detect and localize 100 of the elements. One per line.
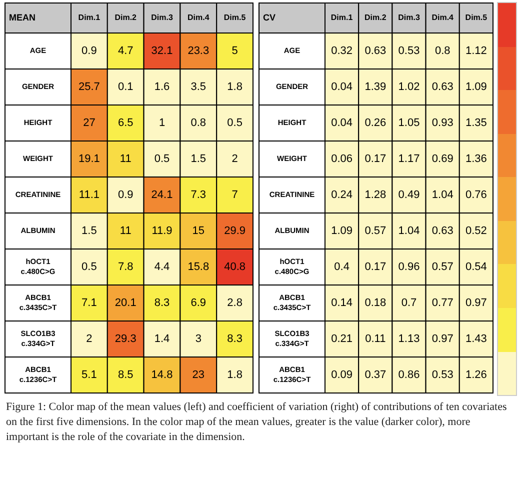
data-label: 0.1 [118, 81, 134, 94]
data-label: 1.28 [364, 189, 386, 202]
data-label: 23.3 [188, 45, 210, 58]
data-label: 1.8 [227, 369, 242, 382]
data-label: 1.17 [398, 153, 420, 166]
data-label: 1.13 [398, 333, 420, 346]
data-label: 29.9 [224, 225, 246, 238]
data-label: 0.57 [364, 225, 386, 238]
data-label: 1.39 [364, 81, 386, 94]
data-label: 1.5 [190, 153, 206, 166]
data-label: 1.04 [398, 225, 420, 238]
data-label: 0.52 [465, 225, 487, 238]
data-label: 20.1 [114, 297, 136, 310]
data-label: 0.32 [331, 45, 353, 58]
data-label: 5.1 [82, 369, 97, 382]
data-label: 1.36 [465, 153, 487, 166]
data-label: 0.77 [432, 297, 454, 310]
data-label: 1.09 [465, 81, 487, 94]
data-label: 1 [158, 117, 166, 130]
data-label: 19.1 [78, 153, 100, 166]
data-label: 0.18 [364, 297, 386, 310]
data-label: 1.26 [465, 369, 487, 382]
data-label: 6.9 [190, 297, 206, 310]
data-label: 0.7 [401, 297, 417, 310]
data-label: 0.8 [434, 45, 450, 58]
data-label: 1.43 [465, 333, 487, 346]
data-label: 0.21 [331, 333, 353, 346]
data-label: 0.17 [364, 153, 386, 166]
data-label: 11.9 [152, 225, 172, 238]
data-label: 0.63 [432, 225, 454, 238]
chart-title: MEAN [9, 12, 36, 22]
data-label: 4.7 [118, 45, 134, 58]
data-label: 1.4 [154, 333, 170, 346]
chart-title: CV [263, 12, 276, 22]
data-label: 4.4 [154, 261, 170, 274]
data-label: 1.05 [398, 117, 420, 130]
data-label: 29.3 [114, 333, 136, 346]
data-label: 0.5 [227, 117, 242, 130]
data-label: 40.8 [224, 261, 246, 274]
data-label: 0.54 [465, 261, 487, 274]
data-label: 0.93 [432, 117, 454, 130]
data-label: 0.53 [398, 45, 420, 58]
data-label: 0.4 [334, 261, 350, 274]
data-label: 1.09 [331, 225, 353, 238]
data-label: 0.9 [82, 45, 97, 58]
data-label: 0.57 [432, 261, 454, 274]
caption: Figure 1: Color map of the mean values (left) and coefficient of variation (right) of contributions of ten covariates on the first five dimensions. In the color map of the mean values, greater is the value (darker color), more important is the role of the covariate in the dimension. [6, 400, 508, 445]
x-tick-label: Dim.2 [114, 13, 138, 22]
data-label: 3.5 [190, 81, 206, 94]
data-label: 0.37 [364, 369, 386, 382]
x-tick-label: Dim.2 [364, 13, 387, 22]
data-label: 0.04 [331, 117, 353, 130]
data-label: 27 [83, 117, 96, 130]
data-label: 8.5 [118, 369, 134, 382]
data-label: 0.76 [465, 189, 487, 202]
data-label: 2 [86, 333, 92, 346]
data-label: 5 [232, 45, 238, 58]
data-label: 8.3 [227, 333, 242, 346]
data-label: 25.7 [78, 81, 100, 94]
x-tick-label: Dim.1 [78, 13, 101, 22]
data-label: 24.1 [151, 189, 173, 202]
data-label: 0.17 [364, 261, 386, 274]
data-label: 0.14 [331, 297, 353, 310]
data-label: 0.5 [154, 153, 170, 166]
data-label: 7.8 [118, 261, 134, 274]
data-label: 1.5 [82, 225, 97, 238]
data-label: 15 [192, 225, 205, 238]
data-label: 11 [120, 225, 132, 238]
data-label: 0.06 [331, 153, 353, 166]
data-label: 1.12 [465, 45, 487, 58]
x-tick-label: Dim.4 [188, 13, 210, 22]
x-tick-label: Dim.5 [465, 13, 488, 22]
data-label: 0.49 [398, 189, 420, 202]
data-label: 11 [120, 153, 132, 166]
x-tick-label: Dim.3 [398, 13, 420, 22]
data-label: 0.5 [82, 261, 97, 274]
data-label: 0.96 [398, 261, 420, 274]
data-label: 7 [232, 189, 238, 202]
data-label: 0.11 [365, 333, 386, 346]
data-label: 1.8 [227, 81, 242, 94]
data-label: 1.35 [465, 117, 487, 130]
x-tick-label: Dim.4 [432, 13, 454, 22]
data-label: 0.63 [364, 45, 386, 58]
data-label: 0.69 [432, 153, 454, 166]
data-label: 2.8 [227, 297, 242, 310]
data-label: 32.1 [151, 45, 173, 58]
data-label: 0.24 [331, 189, 353, 202]
x-tick-label: Dim.5 [224, 13, 246, 22]
data-label: 7.1 [82, 297, 97, 310]
data-label: 0.63 [432, 81, 454, 94]
data-label: 1.04 [432, 189, 454, 202]
data-label: 6.5 [118, 117, 134, 130]
data-label: 0.04 [331, 81, 353, 94]
data-label: 23 [192, 369, 205, 382]
data-label: 8.3 [154, 297, 170, 310]
data-label: 0.8 [190, 117, 206, 130]
data-label: 2 [232, 153, 238, 166]
x-tick-label: Dim.1 [330, 13, 354, 22]
data-label: 11.1 [78, 189, 100, 202]
data-label: 0.97 [432, 333, 454, 346]
